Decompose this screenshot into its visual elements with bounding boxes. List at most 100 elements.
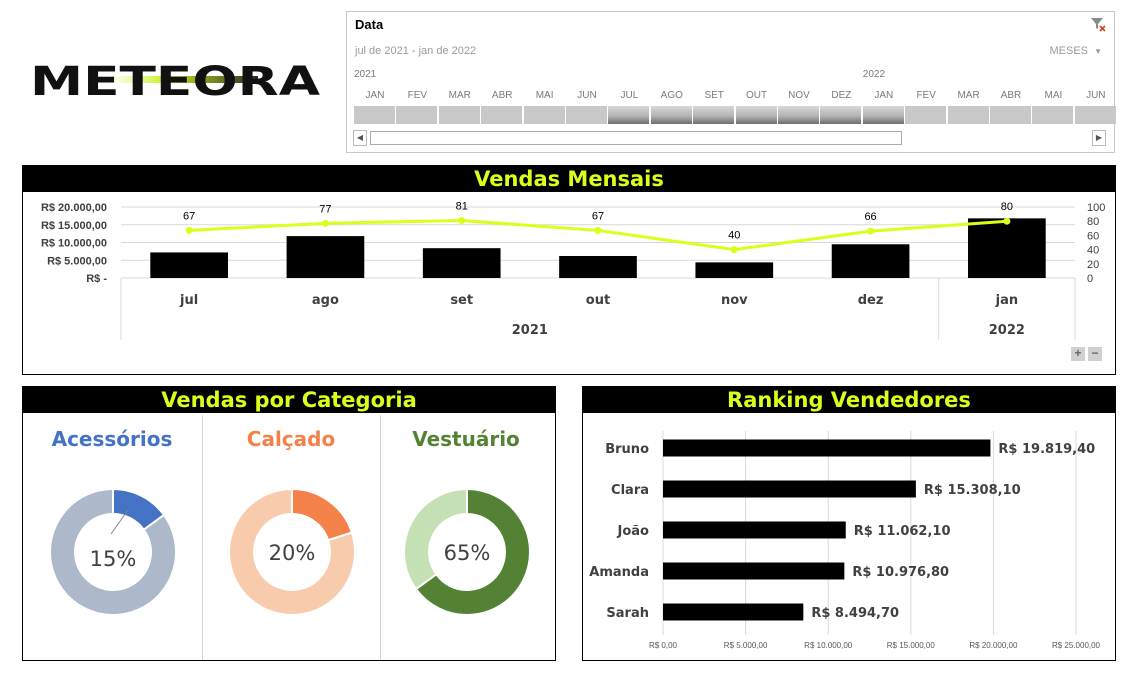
- monthly-sales-title: Vendas Mensais: [23, 166, 1115, 192]
- slicer-month-label: JUN: [1086, 90, 1106, 101]
- donut-title-calcado: Calçado: [246, 427, 336, 451]
- bar-value-label: R$ 8.494,70: [811, 606, 899, 621]
- slicer-period-selected[interactable]: [608, 106, 651, 124]
- slice-demais: [49, 487, 177, 616]
- x-tick-label: R$ 15.000,00: [887, 641, 936, 650]
- x-tick-label: dez: [858, 293, 884, 308]
- date-timeline-slicer[interactable]: Data jul de 2021 - jan de 2022 MESES ▼ ◀…: [346, 11, 1117, 153]
- data-label: 67: [592, 210, 604, 222]
- x-tick-label: R$ 20.000,00: [969, 641, 1018, 650]
- bar-sarah: [663, 603, 804, 621]
- collapse-button[interactable]: −: [1088, 347, 1102, 361]
- slicer-period[interactable]: [354, 106, 396, 124]
- monthly-sales-panel: Vendas Mensais R$ - R$ 5.000,00 R$ 10.000,…: [22, 165, 1116, 375]
- seller-name: Clara: [611, 483, 649, 498]
- slicer-month-label: JUL: [620, 90, 639, 101]
- slicer-period[interactable]: [481, 106, 524, 124]
- slicer-period[interactable]: [523, 106, 566, 124]
- seller-name: Bruno: [605, 442, 649, 457]
- slicer-period[interactable]: [566, 106, 608, 124]
- donut-acessorios: 15%: [49, 487, 177, 616]
- x-tick-label: R$ 25.000,00: [1052, 641, 1101, 650]
- slicer-period-selected[interactable]: [862, 106, 905, 124]
- y-right-tick: 0: [1087, 273, 1093, 285]
- donut-vestuario: 65%: [403, 487, 531, 616]
- expand-button[interactable]: +: [1071, 347, 1085, 361]
- slicer-unit-label: MESES: [1049, 45, 1089, 57]
- slicer-unit-dropdown[interactable]: MESES ▼: [1050, 45, 1103, 57]
- seller-name: João: [617, 524, 650, 539]
- slice-demais: [403, 487, 468, 591]
- line-point: [594, 226, 602, 234]
- slicer-period[interactable]: [1032, 106, 1075, 124]
- slicer-period[interactable]: [1074, 106, 1117, 124]
- divider: [380, 415, 381, 660]
- y-left-tick: R$ -: [86, 273, 107, 285]
- x-tick-label: R$ 5.000,00: [724, 641, 768, 650]
- line-point: [321, 219, 329, 227]
- bar-value-label: R$ 19.819,40: [998, 442, 1095, 457]
- category-vestuario: Vestuário 65%: [377, 415, 555, 660]
- x-tick-label: ago: [312, 293, 339, 308]
- slicer-period[interactable]: [396, 106, 439, 124]
- y-right-tick: 20: [1087, 259, 1099, 271]
- meteora-logo: METEORA: [30, 59, 320, 105]
- slicer-month-label: JAN: [365, 90, 385, 101]
- slice-calçado: [291, 487, 354, 542]
- slicer-period-selected[interactable]: [735, 106, 778, 124]
- slicer-period-selected[interactable]: [650, 106, 693, 124]
- leader-line: [110, 509, 129, 535]
- bar-jul: [150, 252, 228, 278]
- bar-value-label: R$ 15.308,10: [924, 483, 1021, 498]
- slicer-month-label: FEV: [407, 90, 428, 101]
- slicer-month-label: SET: [704, 90, 724, 101]
- slicer-period[interactable]: [990, 106, 1032, 124]
- y-right-tick: 100: [1087, 202, 1105, 214]
- slicer-month-label: MAR: [957, 90, 980, 101]
- slicer-period[interactable]: [438, 106, 481, 124]
- slicer-period[interactable]: [905, 106, 948, 124]
- seller-name: Amanda: [589, 565, 649, 580]
- slicer-month-label: DEZ: [831, 90, 852, 101]
- donut-center-label: 20%: [269, 541, 316, 565]
- slicer-month-label: AGO: [660, 90, 683, 101]
- line-point: [458, 216, 466, 224]
- bar-out: [559, 255, 637, 278]
- slicer-month-label: ABR: [491, 90, 513, 101]
- data-label: 67: [183, 210, 195, 222]
- scroll-left-icon[interactable]: ◀: [353, 130, 367, 146]
- line-point: [1003, 217, 1011, 225]
- y-left-tick: R$ 20.000,00: [41, 202, 107, 214]
- bar-joão: [663, 521, 846, 539]
- clear-filter-icon[interactable]: [1090, 16, 1106, 32]
- bar-ago: [286, 236, 365, 278]
- slicer-month-label: NOV: [788, 90, 810, 101]
- x-tick-label: R$ 10.000,00: [804, 641, 853, 650]
- data-label: 40: [728, 230, 740, 242]
- slicer-period[interactable]: [947, 106, 990, 124]
- timeline-scrollbar[interactable]: ◀ ▶: [353, 130, 1106, 146]
- slicer-period-selected[interactable]: [820, 106, 863, 124]
- slicer-year-2021: 2021: [354, 69, 377, 80]
- seller-ranking-panel: Ranking Vendedores R$ 0,00 R$ 5.000,00 R$ …: [582, 386, 1116, 661]
- slicer-period-selected[interactable]: [778, 106, 820, 124]
- slicer-period-selected[interactable]: [693, 106, 736, 124]
- y-left-tick: R$ 10.000,00: [41, 238, 107, 250]
- bar-amanda: [663, 562, 845, 580]
- slice-demais: [228, 487, 356, 616]
- bar-jan: [968, 218, 1046, 278]
- slicer-month-label: MAR: [448, 90, 471, 101]
- line-point: [185, 226, 193, 234]
- slicer-month-label: FEV: [916, 90, 936, 101]
- x-tick-label: out: [586, 293, 610, 308]
- slicer-title: Data: [355, 17, 384, 32]
- x-tick-label: set: [450, 293, 473, 308]
- bar-nov: [695, 262, 774, 278]
- y-right-tick: 80: [1087, 216, 1099, 228]
- slice-vestuário: [414, 487, 531, 616]
- scroll-right-icon[interactable]: ▶: [1092, 130, 1106, 146]
- donut-center-label: 65%: [444, 541, 491, 565]
- monthly-sales-chart: R$ - R$ 5.000,00 R$ 10.000,00 R$ 15.000,00 R…: [41, 200, 1105, 340]
- scrollbar-thumb[interactable]: [370, 131, 902, 145]
- y-left-tick: R$ 5.000,00: [47, 255, 107, 267]
